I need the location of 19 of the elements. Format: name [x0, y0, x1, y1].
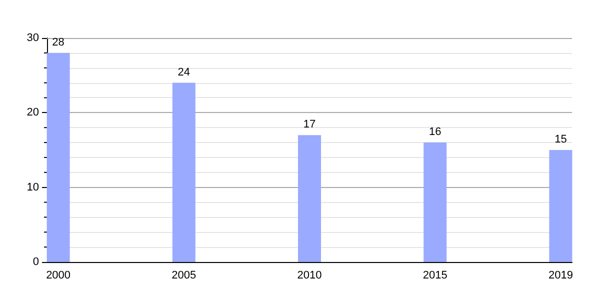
- x-tick-label: 2005: [172, 270, 196, 282]
- bar: [549, 150, 572, 262]
- data-label: 15: [554, 134, 567, 146]
- x-tick-label: 2019: [548, 270, 573, 282]
- bar: [424, 142, 447, 262]
- data-label: 16: [428, 126, 442, 138]
- y-tick-label: 10: [26, 181, 39, 194]
- x-tick-label: 2000: [46, 270, 71, 282]
- data-label: 17: [303, 118, 316, 131]
- bar: [172, 82, 196, 262]
- bar: [298, 135, 321, 262]
- x-tick-label: 2015: [422, 270, 448, 282]
- data-label: 24: [178, 66, 190, 78]
- y-tick-label: 20: [26, 106, 39, 119]
- bar: [46, 52, 70, 262]
- y-tick-label: 30: [26, 32, 39, 44]
- y-tick-label: 0: [32, 256, 39, 268]
- data-label: 28: [52, 36, 64, 48]
- x-tick-label: 2010: [297, 270, 322, 282]
